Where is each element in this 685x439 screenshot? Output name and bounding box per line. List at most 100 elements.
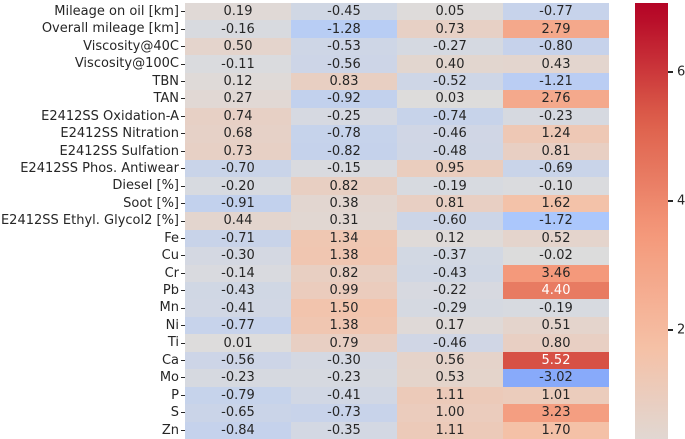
heatmap-cell: 5.52 [503,351,609,370]
heatmap-cell: -3.02 [503,369,609,387]
heatmap-cell: -0.70 [185,159,291,178]
heatmap-cell: 0.53 [397,369,503,387]
y-axis-labels: Mileage on oil [km] Overall mileage [km] V… [0,0,185,439]
heatmap-cell: -0.91 [185,194,291,213]
heatmap-cell: 0.12 [397,229,503,248]
heatmap-cell: -0.02 [503,247,609,265]
heatmap-cell: 0.50 [185,37,291,56]
heatmap-cell: 1.38 [291,247,397,265]
colorbar [635,3,668,439]
y-axis-tick-mark [181,115,185,117]
heatmap-cell: -0.69 [503,159,609,178]
heatmap-cell: -0.19 [503,299,609,317]
heatmap-cell: -0.16 [185,20,291,38]
heatmap-cell: -0.41 [185,299,291,317]
y-axis-tick-mark [181,290,185,292]
heatmap-cell: -0.30 [291,351,397,370]
heatmap-cell: 0.82 [291,264,397,282]
y-axis-tick-mark [181,342,185,344]
colorbar-tick-mark [668,200,673,202]
heatmap-cell: -0.43 [185,282,291,300]
heatmap-cell: -0.56 [185,351,291,370]
heatmap-cell: 0.82 [291,177,397,195]
heatmap-cell: 1.01 [503,386,609,405]
heatmap-cell: 0.38 [291,194,397,213]
heatmap-cell: 0.74 [185,107,291,126]
row-label: E2412SS Nitration [60,126,179,142]
heatmap-cell: 0.31 [291,212,397,230]
heatmap-cell: 0.80 [503,334,609,352]
colorbar-tick-mark [668,71,673,73]
heatmap-cell: 0.83 [291,72,397,91]
row-label: P [171,387,179,403]
heatmap-cell: 0.79 [291,334,397,352]
row-label: Mileage on oil [km] [54,4,179,19]
y-axis-tick-mark [181,255,185,257]
heatmap-cell: -0.35 [291,421,397,439]
heatmap-cell: 0.03 [397,90,503,108]
row-label: Cr [164,265,179,281]
heatmap-cell: -0.27 [397,37,503,56]
colorbar-tick-label: 2 [677,322,685,338]
heatmap-cell: 1.38 [291,316,397,335]
heatmap-cell: -0.23 [185,369,291,387]
heatmap-cell: 0.73 [185,142,291,160]
y-axis-tick-mark [181,429,185,431]
heatmap-cell: 4.40 [503,282,609,300]
heatmap-cell: 0.52 [503,229,609,248]
y-axis-tick-mark [181,133,185,135]
row-label: Viscosity@100C [74,56,179,72]
y-axis-tick-mark [181,377,185,379]
row-label: Pb [162,283,179,299]
heatmap-cell: 0.27 [185,90,291,108]
heatmap-cell: -0.10 [503,177,609,195]
colorbar-tick-mark [668,329,673,331]
heatmap-cell: 0.44 [185,212,291,230]
row-label: Zn [161,422,179,438]
row-label: Ti [167,335,179,351]
heatmap-cell: 0.01 [185,334,291,352]
heatmap-cell: 0.73 [397,20,503,38]
heatmap-cell: -0.65 [185,404,291,422]
row-label: Diesel [%] [112,178,179,194]
row-label: Cu [161,248,179,264]
heatmap-cell: -0.77 [503,3,609,21]
heatmap-cell: -0.11 [185,55,291,73]
heatmap-cell: 0.81 [503,142,609,160]
heatmap-cell: 1.62 [503,194,609,213]
heatmap-cell: 3.46 [503,264,609,282]
y-axis-tick-mark [181,220,185,222]
row-label: Fe [164,230,179,246]
heatmap-cell: 1.34 [291,229,397,248]
row-label: E2412SS Ethyl. Glycol2 [%] [0,213,179,229]
heatmap-cell: 0.40 [397,55,503,73]
heatmap-cell: -0.92 [291,90,397,108]
colorbar-ticks: 6 4 2 [668,0,685,439]
row-label: E2412SS Phos. Antiwear [20,160,179,176]
row-label: TBN [152,73,179,89]
y-axis-tick-mark [181,307,185,309]
y-axis-tick-mark [181,394,185,396]
heatmap-cell: -0.77 [185,316,291,335]
heatmap-cell: 2.79 [503,20,609,38]
heatmap-cell: 0.81 [397,194,503,213]
row-label: Overall mileage [km] [41,21,179,37]
y-axis-tick-mark [181,185,185,187]
heatmap-cell: -0.37 [397,247,503,265]
heatmap-cell: 0.05 [397,3,503,21]
row-label: S [170,405,179,421]
y-axis-tick-mark [181,360,185,362]
heatmap-cell: -0.15 [291,159,397,178]
heatmap-cell: 1.50 [291,299,397,317]
heatmap-cell: -1.28 [291,20,397,38]
row-label: Soot [%] [123,195,179,211]
heatmap-cell: 0.12 [185,72,291,91]
heatmap-cell: -0.41 [291,386,397,405]
row-label: E2412SS Oxidation-A [41,108,179,124]
y-axis-tick-mark [181,63,185,65]
heatmap-cell: -0.25 [291,107,397,126]
row-label: Viscosity@40C [83,38,179,54]
row-label: Mo [159,370,179,386]
heatmap-cell: 0.95 [397,159,503,178]
